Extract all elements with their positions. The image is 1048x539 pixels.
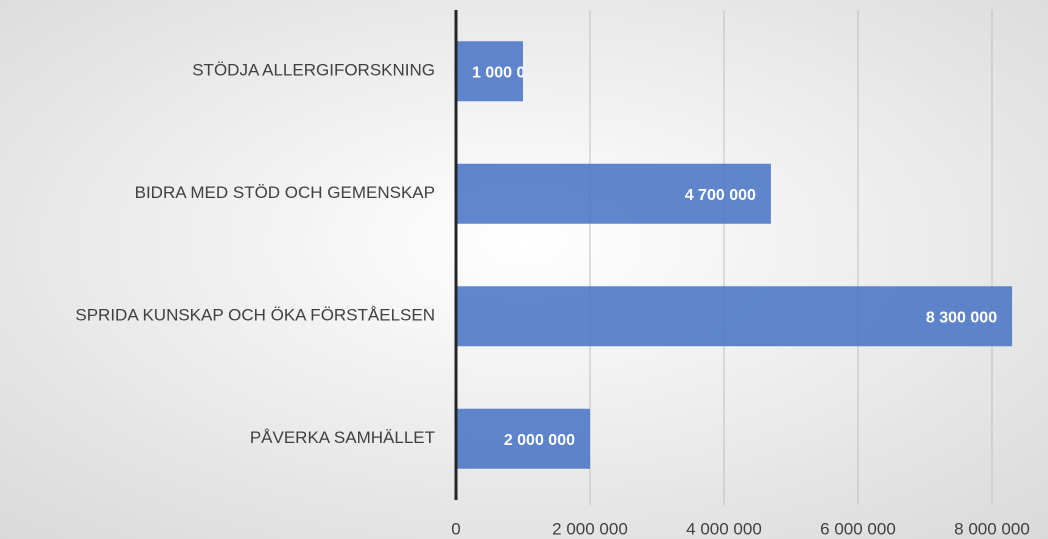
- x-tick-label: 2 000 000: [552, 519, 628, 538]
- bar: [456, 41, 523, 102]
- x-tick-label: 6 000 000: [820, 519, 896, 538]
- x-tick-label: 4 000 000: [686, 519, 762, 538]
- y-tick-label: BIDRA MED STÖD OCH GEMENSKAP: [135, 183, 435, 202]
- bar: [456, 163, 771, 224]
- bar: [456, 286, 1013, 347]
- data-label: 4 700 000: [685, 187, 756, 204]
- y-tick-label: PÅVERKA SAMHÄLLET: [250, 428, 435, 447]
- y-tick-label: SPRIDA KUNSKAP OCH ÖKA FÖRSTÅELSEN: [75, 306, 435, 325]
- data-label: 8 300 000: [926, 309, 997, 326]
- bar: [456, 408, 590, 469]
- y-tick-label: STÖDJA ALLERGIFORSKNING: [192, 61, 435, 80]
- data-label: 2 000 000: [504, 432, 575, 449]
- data-label: 1 000 000: [472, 64, 543, 81]
- x-tick-label: 8 000 000: [954, 519, 1030, 538]
- x-tick-label: 0: [451, 519, 460, 538]
